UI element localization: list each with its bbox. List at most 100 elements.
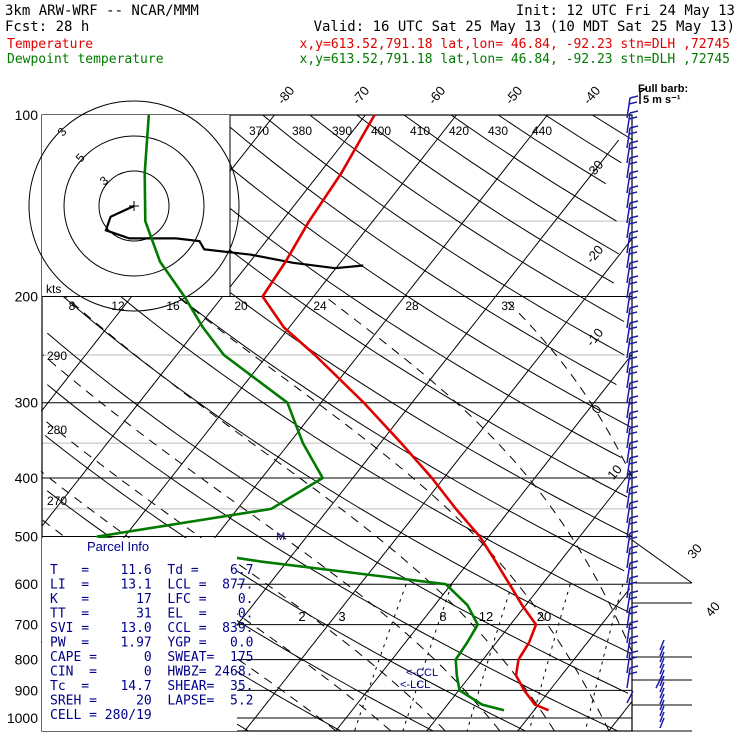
pressure-label-600: 600: [15, 576, 39, 592]
temperature-location: x,y=613.52,791.18 lat,lon= 46.84, -92.23…: [300, 37, 730, 52]
dry-adiabat-400: [309, 114, 625, 322]
parcel-info-title: Parcel Info: [87, 539, 149, 554]
surface-wind-barb: [659, 675, 665, 687]
wind-barb: [626, 455, 639, 479]
moist-adiabat--4: [40, 471, 391, 732]
wind-barb: [626, 200, 639, 224]
wind-barb: [626, 530, 639, 554]
parcel-info-row: CIN = 0 HWBZ= 2468.: [50, 665, 254, 680]
wind-barb: [626, 185, 639, 209]
wind-barb: [626, 575, 639, 599]
surface-wind-barb: [659, 669, 665, 681]
dewpoint-location: x,y=613.52,791.18 lat,lon= 46.84, -92.23…: [300, 52, 730, 67]
isotherm-label-top-2: -60: [425, 83, 449, 107]
isotherm-label-right-4: 10: [604, 462, 625, 483]
wind-barb: [626, 305, 639, 329]
hodograph-speed-label-16: 16: [166, 299, 180, 313]
mixing-ratio-5: [466, 584, 513, 731]
surface-wind-barb: [659, 663, 665, 675]
hodograph-speed-label-8: 8: [69, 299, 76, 313]
wind-barb: [626, 605, 639, 629]
isotherm-label-top-0: -80: [274, 83, 298, 107]
wind-barb: [626, 290, 639, 314]
dry-adiabat-280: [44, 435, 526, 732]
parcel-info-row: CELL = 280/19: [50, 708, 152, 723]
el-marker: M: [276, 531, 285, 543]
parcel-info-box: Parcel Info T = 11.6 Td = 6.7LI = 13.1 L…: [42, 538, 254, 731]
dry-adiabat-410: [356, 114, 615, 284]
full-barb-value: 5 m s⁻¹: [643, 94, 681, 106]
dry-adiabat-360: [121, 114, 622, 459]
wind-barb: [626, 125, 639, 149]
surface-wind-barb: [659, 711, 665, 723]
wind-barb: [626, 690, 634, 704]
hodograph-speed-label-20: 20: [234, 299, 248, 313]
wind-barb: [626, 215, 639, 239]
hodograph-ring-outer: [28, 100, 240, 312]
dry-adiabat-300: [46, 332, 629, 694]
full-barb-key-icon: [639, 87, 648, 104]
theta-label-370: 370: [249, 124, 269, 138]
temperature-profile: [261, 114, 550, 712]
pressure-label-800: 800: [15, 652, 39, 668]
parcel-info-row: Tc = 14.7 SHEAR= 35.: [50, 679, 254, 694]
wind-barb: [626, 470, 639, 494]
surface-wind-barb: [659, 651, 665, 663]
moist-adiabat-26: [324, 296, 633, 654]
init-time: Init: 12 UTC Fri 24 May 13: [516, 3, 735, 19]
dry-adiabat-380: [215, 114, 617, 386]
temperature-legend: Temperature: [7, 37, 93, 52]
isotherm-label-right-1: -20: [583, 242, 607, 266]
theta-label-390: 390: [332, 124, 352, 138]
hodograph-ring-inner: [98, 170, 170, 242]
pressure-label-200: 200: [15, 289, 39, 305]
dry-adiabat-430: [450, 114, 617, 222]
dry-adiabat-370: [168, 114, 633, 429]
mixing-ratio-label-20: 20: [537, 609, 551, 624]
isotherm-label-top-1: -70: [349, 83, 373, 107]
wind-barb: [626, 650, 639, 674]
mixing-ratio-3: [402, 584, 453, 731]
pressure-label-1000: 1000: [7, 710, 38, 726]
hodograph-speed-label-28: 28: [405, 299, 419, 313]
pressure-label-700: 700: [15, 617, 39, 633]
wind-barb: [626, 335, 639, 359]
pressure-label-400: 400: [15, 470, 39, 486]
wind-barb: [626, 620, 639, 644]
plot-frame: [41, 114, 633, 732]
wind-barb: [626, 440, 639, 464]
isotherm-label-top-4: -40: [580, 83, 604, 107]
wind-barbs: [626, 95, 665, 729]
parcel-info-row: SREH = 20 LAPSE= 5.2: [50, 694, 254, 709]
wind-barb: [626, 320, 639, 344]
pressure-label-900: 900: [15, 682, 39, 698]
dry-adiabat-320: [52, 237, 631, 614]
wind-barb: [626, 95, 639, 119]
hodograph-speed-label-24: 24: [313, 299, 327, 313]
parcel-info-row: K = 17 LFC = 0.: [50, 592, 254, 607]
wind-barb: [626, 515, 639, 539]
wind-barb: [626, 425, 639, 449]
isotherm-label-right-6: 40: [702, 599, 723, 620]
isotherm--10: [335, 354, 632, 732]
dry-adiabat-290: [46, 384, 618, 732]
wind-barb: [626, 260, 639, 284]
hodograph: 3 5 3: [28, 100, 364, 312]
parcel-info-row: LI = 13.1 LCL = 877.: [50, 578, 254, 593]
dewpoint-legend: Dewpoint temperature: [7, 52, 164, 67]
hodograph-speed-label-12: 12: [111, 299, 125, 313]
theta-label-420: 420: [449, 124, 469, 138]
surface-wind-barb: [659, 687, 665, 699]
wind-barb: [626, 230, 639, 254]
isotherm-10: [517, 588, 631, 732]
dry-adiabat-440: [497, 114, 606, 185]
isotherm-label-right-3: 0: [588, 402, 604, 417]
wind-barb: [626, 410, 639, 434]
theta-label-400: 400: [371, 124, 391, 138]
wind-barb: [626, 635, 639, 659]
wind-barb: [626, 155, 639, 179]
isotherm-label-right-2: -10: [583, 325, 607, 349]
wind-barb: [626, 365, 639, 389]
outer-grid-line-6: [631, 539, 693, 584]
